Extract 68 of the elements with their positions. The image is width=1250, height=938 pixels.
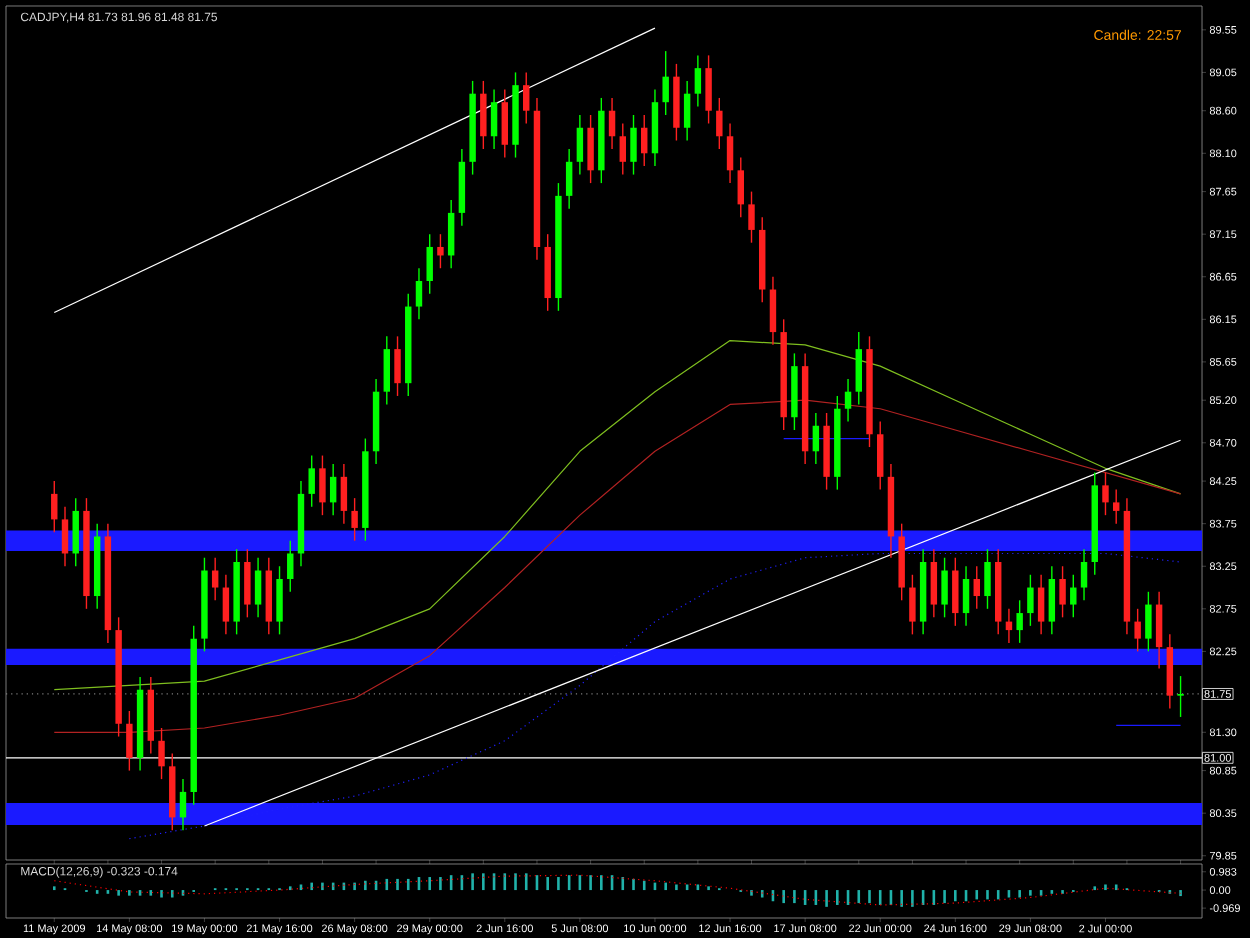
candlestick (329, 463, 337, 516)
candlestick (319, 454, 326, 516)
candlestick (437, 233, 444, 269)
candlestick (501, 88, 509, 159)
candlestick (72, 497, 79, 567)
candlestick (244, 548, 251, 619)
candlestick (523, 71, 530, 125)
candlestick (1155, 591, 1163, 670)
candlestick (1177, 675, 1184, 718)
candlestick (984, 548, 991, 610)
candlestick (962, 565, 970, 627)
candlestick (587, 114, 594, 184)
candlestick (909, 574, 916, 636)
candlestick (930, 548, 938, 619)
candlestick (287, 540, 294, 593)
candlestick (726, 122, 734, 184)
candlestick (630, 114, 637, 176)
candlestick (1080, 548, 1088, 601)
candlestick (1112, 488, 1120, 525)
candlestick (952, 557, 959, 627)
candlestick (812, 412, 820, 465)
candlestick (662, 50, 669, 116)
candlestick (415, 267, 423, 321)
candlestick (608, 97, 616, 150)
candlestick (126, 710, 133, 772)
candlestick (683, 80, 691, 142)
candlestick (490, 88, 498, 150)
candlestick (222, 574, 230, 636)
candlestick (844, 378, 852, 423)
candlestick (1016, 599, 1023, 644)
candlestick (480, 80, 487, 150)
candlestick (158, 727, 165, 780)
candlestick (1027, 574, 1034, 627)
candlestick (641, 114, 648, 167)
candlestick (447, 199, 455, 269)
candlestick (394, 335, 401, 397)
candlestick (941, 557, 948, 619)
candlestick (1134, 608, 1141, 653)
candlestick (254, 557, 262, 619)
candlestick (426, 233, 433, 295)
candlestick (1102, 471, 1109, 516)
line-series (53, 874, 1182, 906)
candlestick (769, 276, 777, 346)
candlestick (179, 778, 187, 831)
candlestick (1059, 565, 1066, 619)
candlestick (619, 122, 626, 176)
candlestick (748, 190, 755, 244)
candlestick (855, 331, 862, 406)
candlestick (61, 505, 69, 567)
candlestick (576, 114, 584, 176)
candlestick (51, 480, 58, 533)
candlestick (737, 156, 744, 218)
candlestick (276, 565, 283, 636)
candlestick (1070, 574, 1077, 619)
candlestick (1145, 591, 1152, 653)
candlestick (694, 54, 702, 108)
candlestick (340, 463, 348, 525)
candlestick (383, 335, 391, 406)
candlestick (1048, 565, 1056, 636)
candlestick (716, 97, 723, 150)
candlestick (211, 557, 219, 601)
candlestick (565, 148, 573, 210)
candlestick (973, 565, 980, 610)
candlestick (877, 420, 884, 491)
candlestick (351, 497, 358, 542)
candlestick (1037, 574, 1045, 636)
candlestick (308, 454, 315, 508)
candlestick (705, 54, 712, 125)
